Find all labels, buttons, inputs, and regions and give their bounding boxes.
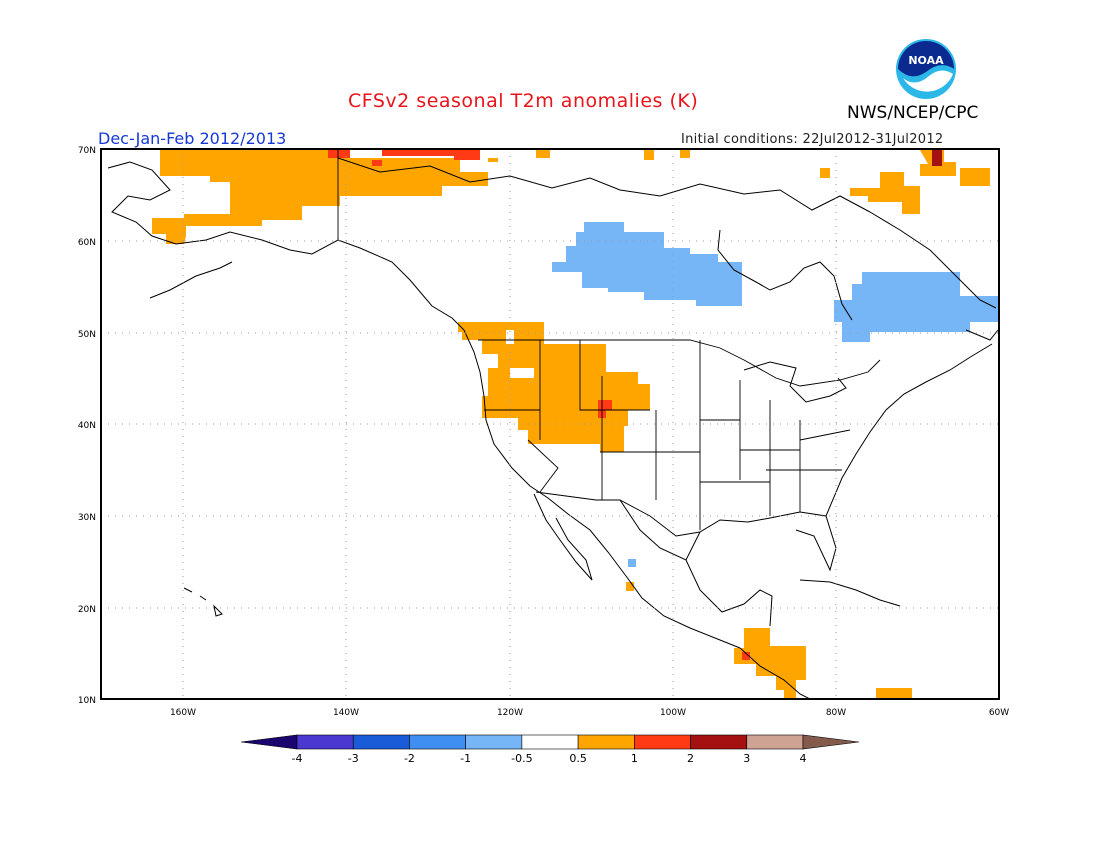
lon-label: 140W: [333, 708, 359, 718]
region-quebec-cool: [834, 272, 999, 342]
coast-arctic-canada: [337, 157, 871, 213]
region-greenland-warm: [820, 150, 990, 214]
map-frame: [100, 148, 1000, 700]
region-nw-gap: [506, 330, 514, 344]
initial-conditions: Initial conditions: 22Jul2012-31Jul2012: [681, 132, 944, 147]
longitude-labels: 160W 140W 120W 100W 80W 60W: [170, 708, 1009, 718]
colorbar-bin: [577, 734, 635, 750]
region-alaska-warm: [152, 150, 488, 244]
coast-pacific-northwest: [463, 329, 741, 649]
anomaly-fields: [152, 150, 999, 699]
region-greenland-strong-warm: [932, 150, 942, 166]
border-us-mexico: [535, 491, 701, 537]
colorbar-max-triangle: [802, 734, 860, 750]
colorbar-bin: [352, 734, 410, 750]
lon-label: 160W: [170, 708, 196, 718]
colorbar-label: -3: [348, 752, 359, 765]
lat-label: 40N: [78, 421, 96, 431]
colorbar-label: 0.5: [569, 752, 587, 765]
forecast-period: Dec-Jan-Feb 2012/2013: [98, 129, 287, 148]
region-central-america-warm: [734, 628, 806, 699]
colorbar-label: -1: [460, 752, 471, 765]
colorbar-bin: [690, 734, 748, 750]
coast-newfoundland: [965, 329, 999, 341]
coast-gulf: [619, 499, 837, 572]
coast-great-lakes: [743, 361, 847, 403]
region-colorado-strong-warm: [598, 400, 612, 418]
lon-label: 80W: [826, 708, 846, 718]
coast-cuba: [799, 579, 901, 607]
colorbar-bin: [634, 734, 691, 750]
border-states: [484, 340, 851, 530]
region-venezuela-warm: [876, 688, 912, 699]
lat-label: 50N: [78, 330, 96, 340]
colorbar-label: 3: [743, 752, 750, 765]
colorbar-bin: [296, 734, 354, 750]
coast-baja: [533, 493, 593, 581]
coast-central-america: [739, 647, 812, 699]
coast-yucatan: [685, 559, 773, 627]
coast-hawaii: [183, 587, 223, 617]
lat-label: 70N: [78, 146, 96, 156]
colorbar-label: 2: [687, 752, 694, 765]
lat-label: 60N: [78, 238, 96, 248]
lat-label: 30N: [78, 513, 96, 523]
colorbar-bin: [521, 734, 579, 750]
region-mexico-cool-patch: [628, 559, 636, 567]
political-borders: [337, 150, 881, 537]
region-arctic-coast-strong-warm: [328, 150, 480, 166]
lon-label: 100W: [660, 708, 686, 718]
coast-east-us: [825, 343, 993, 517]
lat-label: 10N: [78, 696, 96, 706]
region-northwest-us-warm: [458, 322, 650, 452]
colorbar-label: -0.5: [511, 752, 532, 765]
coast-aleutians: [149, 261, 233, 299]
coastlines: [107, 157, 999, 699]
lat-label: 20N: [78, 605, 96, 615]
lon-label: 120W: [497, 708, 523, 718]
region-yukon-warm-patch: [488, 150, 690, 162]
coast-hudson-bay: [717, 229, 853, 321]
colorbar-label: -2: [404, 752, 415, 765]
colorbar-bin: [409, 734, 466, 750]
agency-label: NWS/NCEP/CPC: [847, 103, 979, 123]
colorbar-label: 1: [631, 752, 638, 765]
colorbar-bin: [746, 734, 804, 750]
lon-label: 60W: [989, 708, 1009, 718]
region-central-canada-cool: [552, 222, 742, 306]
coast-alaska: [107, 161, 465, 331]
colorbar: -4 -3 -2 -1 -0.5 0.5 1 2 3 4: [240, 734, 860, 765]
coast-labrador: [869, 211, 997, 309]
colorbar-label: 4: [800, 752, 807, 765]
gridlines: [101, 149, 999, 699]
logo-text: NOAA: [908, 54, 944, 67]
region-mexico-warm-patch: [626, 582, 634, 591]
colorbar-min-triangle: [240, 734, 298, 750]
region-nw-gap-2: [510, 368, 534, 378]
colorbar-label: -4: [292, 752, 303, 765]
latitude-labels: 70N 60N 50N 40N 30N 20N 10N: [78, 146, 96, 706]
region-central-america-strong-warm: [742, 652, 750, 660]
colorbar-bin: [465, 734, 523, 750]
map-title: CFSv2 seasonal T2m anomalies (K): [348, 90, 699, 112]
noaa-logo-icon: NOAA: [896, 39, 956, 99]
